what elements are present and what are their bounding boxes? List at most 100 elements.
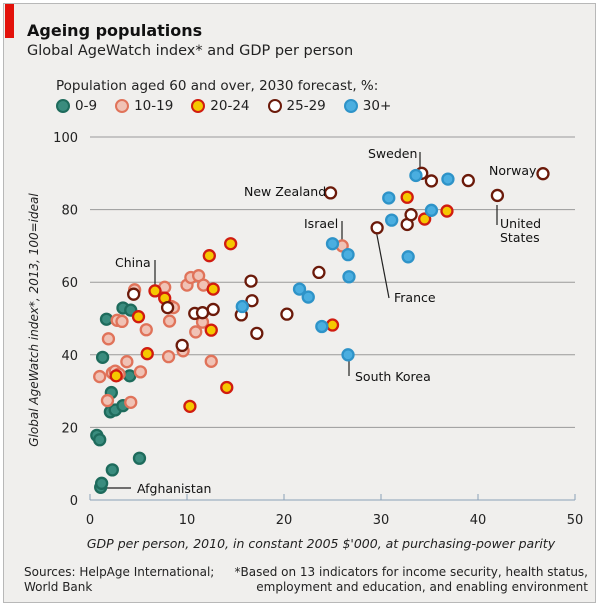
footnote-line-2: employment and education, and enabling e… [256,580,588,594]
data-point-g5 [424,203,439,217]
data-point-g5 [385,213,399,227]
x-tick-label: 0 [86,513,94,528]
data-point-g1 [132,451,147,465]
annotation-leader-line [375,229,390,299]
data-point-g1 [105,463,119,477]
data-point-g3 [400,190,414,204]
annotation-label: United [500,216,541,231]
y-tick-label: 40 [61,349,78,364]
data-point-g2 [139,323,153,337]
data-point-g5 [235,299,249,314]
data-point-g5 [292,282,307,296]
data-point-g1 [94,476,109,490]
data-point-g2 [101,332,116,346]
data-point-g4 [250,326,264,341]
sources-note: Sources: HelpAge International; World Ba… [24,565,214,595]
data-point-g4 [461,173,475,188]
data-point-g4 [536,167,550,181]
data-point-g4 [245,294,259,308]
x-tick-label: 30 [373,513,390,528]
sources-line-2: World Bank [24,580,93,594]
legend-label: 10-19 [134,98,174,114]
data-point-g2 [124,395,138,410]
data-point-g5 [401,250,415,264]
legend-item-g5: 30+ [343,98,391,114]
data-point-g5 [341,348,355,362]
annotation-label: Afghanistan [137,481,211,496]
annotation-label: Israel [304,216,338,231]
data-point-g1 [93,433,107,447]
data-point-g3 [206,282,220,296]
data-point-g3 [183,399,197,413]
legend-label: 20-24 [210,98,250,114]
annotation-label: Norway [489,163,537,178]
data-point-g3 [223,237,238,251]
annotation-label: States [500,230,540,245]
data-point-g2 [100,393,115,408]
y-axis-label: Global AgeWatch index*, 2013, 100=ideal [27,193,41,447]
y-tick-label: 0 [70,494,78,509]
legend-marker-icon [343,99,358,113]
sources-line-1: Sources: HelpAge International; [24,565,215,579]
data-point-g2 [133,365,148,379]
data-point-g4 [160,300,175,315]
annotation-label: Sweden [368,146,417,161]
data-point-g3 [140,347,154,361]
data-point-g4 [244,274,258,288]
x-axis-label: GDP per person, 2010, in constant 2005 $… [87,536,556,551]
data-point-g4 [195,306,210,320]
y-tick-label: 100 [53,131,78,146]
annotation-label: South Korea [355,369,431,384]
data-point-g4 [175,338,189,353]
y-tick-label: 20 [61,421,78,436]
data-point-g4 [126,287,141,301]
annotation-label: New Zealand [244,184,326,199]
data-point-g5 [409,168,423,183]
legend-label: 25-29 [286,98,326,114]
footnote-line-1: *Based on 13 indicators for income secur… [234,565,589,579]
data-point-g4 [312,265,326,280]
brand-red-bar [5,4,14,38]
y-tick-label: 80 [61,204,78,219]
x-tick-label: 50 [567,513,584,528]
chart-subtitle: Global AgeWatch index* and GDP per perso… [27,43,354,59]
data-point-g5 [325,237,340,251]
data-point-g2 [161,349,176,364]
data-point-g2 [93,369,107,384]
data-point-g3 [202,249,216,263]
data-point-g1 [99,312,114,326]
data-point-g2 [120,355,134,369]
data-point-g3 [417,212,432,226]
legend-marker-icon [56,99,70,113]
data-point-g5 [341,247,355,262]
data-point-g4 [490,188,505,203]
legend-title: Population aged 60 and over, 2030 foreca… [56,78,379,94]
legend-item-g3: 20-24 [191,98,250,114]
data-point-g3 [131,310,146,324]
x-tick-label: 10 [179,513,196,528]
data-point-g4 [404,208,418,222]
data-point-g4 [424,174,439,188]
data-point-g5 [342,270,356,284]
annotation-label: France [394,290,436,305]
data-point-g3 [220,380,234,395]
data-point-g1 [123,369,137,383]
data-point-g4 [206,302,220,317]
data-point-g3 [148,284,162,298]
chart-frame [3,3,596,603]
legend-marker-icon [115,99,130,113]
footnote: *Based on 13 indicators for income secur… [235,565,589,595]
data-point-g5 [382,191,396,205]
data-point-g2 [189,325,203,339]
data-point-g3 [325,318,340,332]
legend-item-g1: 0-9 [56,98,97,114]
x-tick-label: 20 [276,513,293,528]
data-point-g1 [95,350,110,364]
data-point-g4 [370,221,384,235]
data-point-g2 [204,354,218,368]
chart-title: Ageing populations [27,21,203,40]
legend: 0-9 10-19 20-24 25-29 30+ [56,98,409,114]
legend-marker-icon [191,99,206,113]
annotation-label: China [115,255,151,270]
